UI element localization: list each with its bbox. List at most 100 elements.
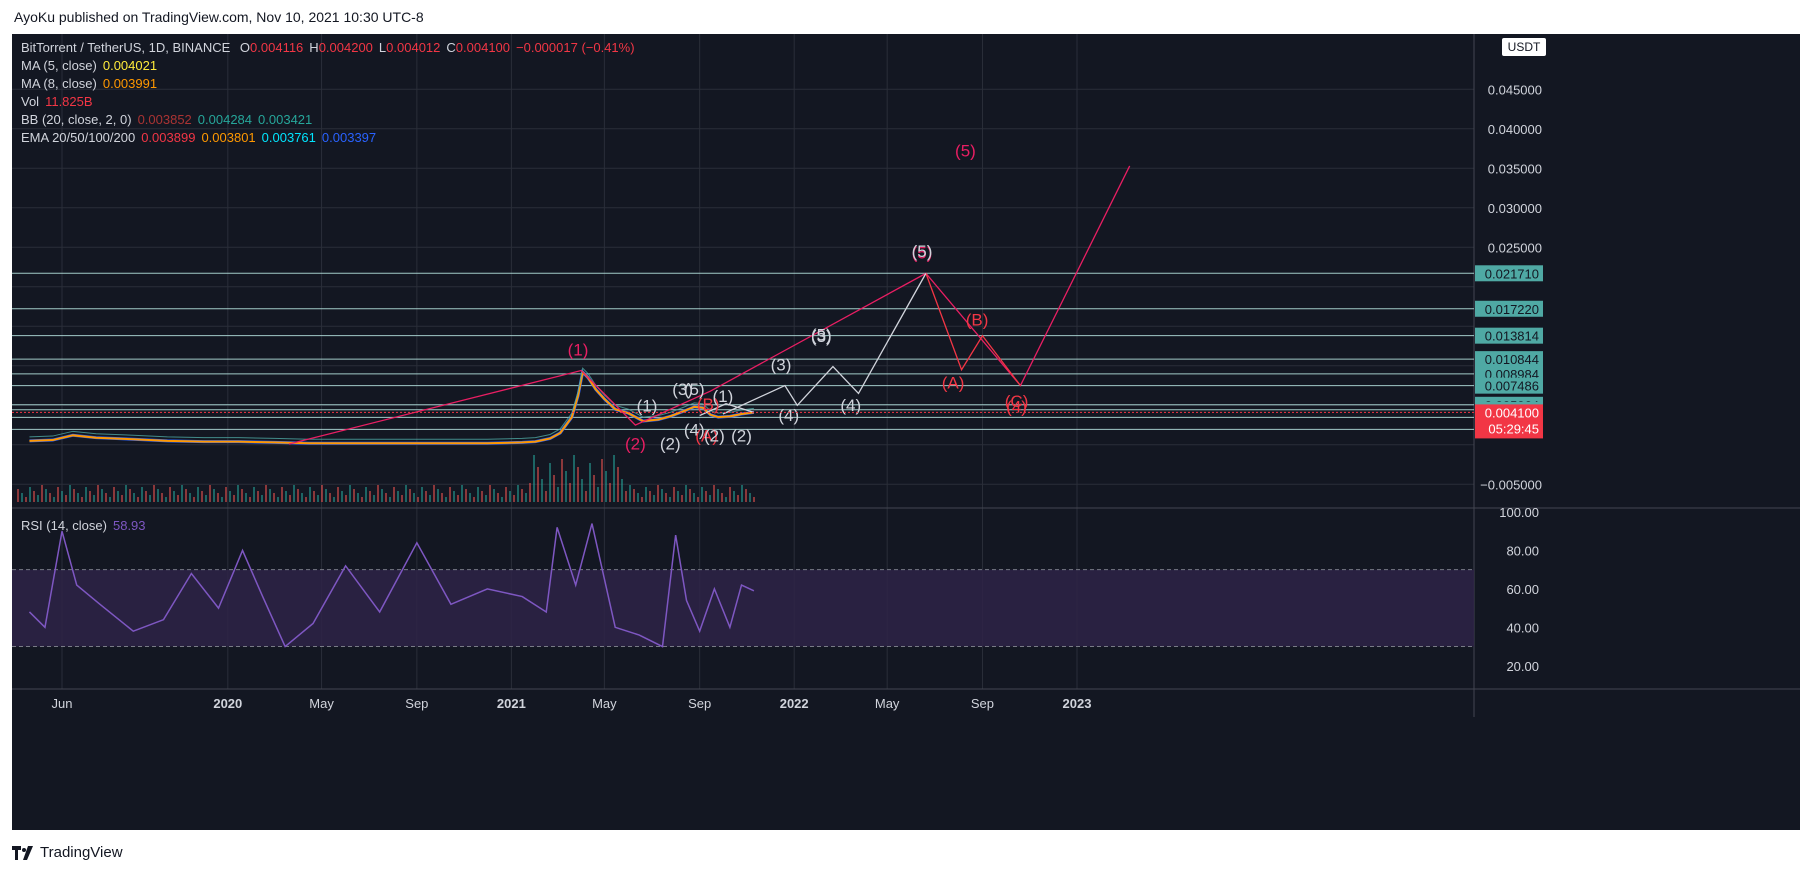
level-badge-text: 0.010844 [1485, 352, 1539, 367]
volume-bar [741, 485, 743, 502]
price-tick-label: 0.045000 [1488, 82, 1542, 97]
volume-bar [177, 495, 179, 502]
unit-badge [1502, 38, 1546, 56]
volume-bar [33, 491, 35, 502]
volume-bar [361, 497, 363, 502]
volume-bar [645, 487, 647, 502]
volume-bar [481, 491, 483, 502]
volume-bar [289, 495, 291, 502]
volume-bar [389, 497, 391, 502]
legend-ma5-row[interactable]: MA (5, close) 0.004021 [21, 58, 163, 73]
volume-bar [165, 497, 167, 502]
volume-bar [229, 491, 231, 502]
unit-badge-text: USDT [1508, 40, 1541, 54]
projection-path [699, 403, 755, 417]
volume-bar [377, 485, 379, 502]
wave-label: (5) [912, 242, 933, 261]
wave-label: (3) [771, 356, 792, 375]
price-tick-label: 0.040000 [1488, 122, 1542, 137]
legend-rsi-row[interactable]: RSI (14, close) 58.93 [21, 518, 152, 533]
volume-bar [81, 497, 83, 502]
time-tick-label: 2021 [497, 696, 526, 711]
chart-canvas[interactable]: (1)(2)(5)(5)(B)(A)(C)(4)(B)(A)(5)(3)(5)(… [12, 34, 1800, 830]
time-tick-label: Sep [405, 696, 428, 711]
volume-bar [213, 489, 215, 502]
volume-bar [65, 495, 67, 502]
wave-label: (2) [704, 427, 725, 446]
volume-bar [137, 497, 139, 502]
legend-ema-row[interactable]: EMA 20/50/100/200 0.003899 0.003801 0.00376… [21, 130, 382, 145]
volume-bar [209, 485, 211, 502]
legend-vol-row[interactable]: Vol 11.825B [21, 94, 99, 109]
volume-bar [293, 485, 295, 502]
volume-bar [341, 491, 343, 502]
volume-bar [545, 491, 547, 502]
volume-bar [249, 497, 251, 502]
volume-bar [585, 491, 587, 502]
volume-bar [533, 455, 535, 502]
volume-bar [417, 497, 419, 502]
legend-close: 0.004100 [455, 40, 511, 55]
volume-bar [269, 489, 271, 502]
legend-close-label: C [446, 40, 456, 55]
rsi-tick-label: 80.00 [1506, 543, 1539, 558]
volume-bar [565, 471, 567, 502]
level-badge [1475, 327, 1543, 344]
last-price-badge [1475, 404, 1543, 439]
volume-bar [205, 495, 207, 502]
time-tick-label: May [875, 696, 900, 711]
volume-bar [105, 493, 107, 502]
legend-bb-row[interactable]: BB (20, close, 2, 0) 0.003852 0.004284 0.00… [21, 112, 318, 127]
volume-bar [197, 487, 199, 502]
volume-bar [133, 493, 135, 502]
last-price-badge-text: 0.004100 [1485, 405, 1539, 420]
volume-bar [673, 487, 675, 502]
volume-bar [69, 485, 71, 502]
legend-bb-v1: 0.003852 [137, 112, 192, 127]
volume-bar [589, 463, 591, 502]
volume-bar [617, 467, 619, 502]
legend-ma5-value: 0.004021 [102, 58, 158, 73]
volume-bar [605, 471, 607, 502]
volume-bar [225, 487, 227, 502]
time-tick-label: May [309, 696, 334, 711]
volume-bar [581, 479, 583, 502]
tradingview-logo[interactable]: TradingView [12, 844, 123, 861]
volume-bar [329, 493, 331, 502]
volume-bar [305, 497, 307, 502]
volume-bar [93, 495, 95, 502]
volume-bar [273, 493, 275, 502]
volume-bar [541, 479, 543, 502]
level-badge-text: 0.017220 [1485, 302, 1539, 317]
volume-bar [189, 493, 191, 502]
volume-bar [625, 491, 627, 502]
volume-bar [201, 491, 203, 502]
legend-ma8-row[interactable]: MA (8, close) 0.003991 [21, 76, 163, 91]
volume-bar [261, 495, 263, 502]
volume-bar [241, 489, 243, 502]
volume-bar [493, 489, 495, 502]
level-badge-text: 0.007486 [1485, 379, 1539, 394]
volume-bar [753, 497, 755, 502]
volume-bar [257, 491, 259, 502]
volume-bar [657, 485, 659, 502]
level-badge [1475, 351, 1543, 368]
volume-bar [45, 489, 47, 502]
volume-bar [469, 493, 471, 502]
volume-bar [745, 489, 747, 502]
volume-bar [453, 491, 455, 502]
volume-bar [601, 459, 603, 502]
chart-frame[interactable]: (1) (2) (5) (5) (B) (A) (C) (4) (B) (A) (5) (3) (5)(… [12, 34, 1800, 830]
volume-bar [409, 489, 411, 502]
volume-bar [477, 487, 479, 502]
wave-label: (1) [713, 387, 734, 406]
rsi-tick-label: 60.00 [1506, 582, 1539, 597]
rsi-tick-label: 100.00 [1499, 505, 1539, 520]
volume-bar [689, 489, 691, 502]
volume-bar [641, 497, 643, 502]
wave-label: (2) [625, 435, 646, 454]
wave-label: (5) [912, 243, 933, 262]
volume-bar [557, 487, 559, 502]
volume-bar [473, 497, 475, 502]
volume-bar [593, 475, 595, 502]
